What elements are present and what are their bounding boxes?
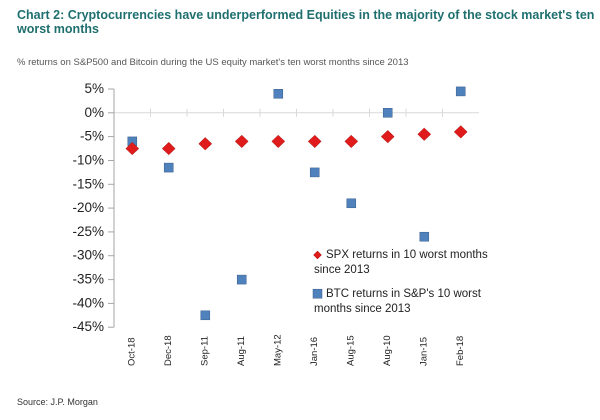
svg-text:Oct-18: Oct-18 (127, 337, 138, 366)
svg-text:Sep-11: Sep-11 (200, 336, 211, 366)
svg-text:Aug-10: Aug-10 (382, 335, 393, 366)
svg-text:May-12: May-12 (273, 334, 284, 366)
svg-text:-30%: -30% (72, 248, 104, 263)
svg-text:-20%: -20% (72, 200, 104, 215)
svg-text:-5%: -5% (80, 129, 104, 144)
svg-text:Feb-18: Feb-18 (455, 336, 466, 366)
svg-text:5%: 5% (84, 81, 104, 96)
svg-text:-45%: -45% (72, 319, 104, 334)
svg-text:-10%: -10% (72, 153, 104, 168)
svg-text:SPX returns in 10 worst months: SPX returns in 10 worst months (326, 249, 488, 261)
svg-text:Aug-11: Aug-11 (236, 336, 247, 366)
svg-text:-40%: -40% (72, 295, 104, 310)
svg-text:-35%: -35% (72, 272, 104, 287)
svg-text:Jan-15: Jan-15 (419, 337, 430, 366)
svg-text:months since 2013: months since 2013 (314, 303, 411, 315)
svg-text:Dec-18: Dec-18 (163, 335, 174, 366)
svg-text:BTC returns in S&P's 10 worst: BTC returns in S&P's 10 worst (326, 288, 482, 300)
svg-text:since 2013: since 2013 (314, 264, 370, 276)
svg-text:-25%: -25% (72, 224, 104, 239)
svg-text:0%: 0% (84, 105, 104, 120)
svg-text:Jan-16: Jan-16 (309, 337, 320, 366)
svg-text:Aug-15: Aug-15 (346, 335, 357, 366)
svg-text:-15%: -15% (72, 176, 104, 191)
